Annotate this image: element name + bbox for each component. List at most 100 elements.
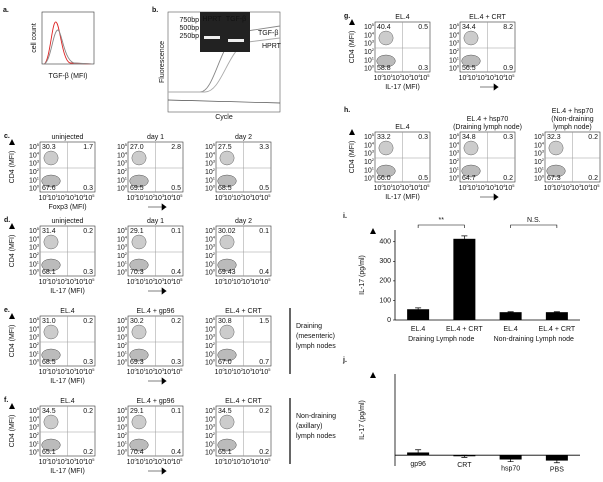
tick-base: 10 — [205, 253, 213, 260]
tick-base: 10 — [205, 270, 213, 277]
plot-title: day 1 — [147, 134, 164, 141]
tick-base: 10 — [364, 24, 372, 31]
tick-base: 10 — [29, 326, 37, 333]
tick-exponent: 2 — [65, 193, 68, 198]
tick-label: 104 — [117, 234, 128, 243]
tick-base: 10 — [127, 279, 135, 286]
quadrant-percent: 8.2 — [503, 24, 513, 31]
tick-label: 100 — [205, 448, 216, 457]
tick-label: 105 — [29, 406, 40, 415]
tick-base: 10 — [29, 450, 37, 457]
significance-bracket — [510, 224, 558, 228]
tick-base: 10 — [364, 167, 372, 174]
x-tick-label: EL.4 — [411, 326, 426, 333]
tick-label: 105 — [364, 22, 375, 31]
tick-base: 10 — [29, 343, 37, 350]
tick-label: 102 — [392, 183, 403, 192]
tick-label: 104 — [534, 140, 545, 149]
quadrant-percent: 0.3 — [171, 359, 181, 366]
quadrant-percent: 0.4 — [171, 269, 181, 276]
axis-arrow — [9, 223, 15, 229]
tick-label: 102 — [29, 341, 40, 350]
cell-population — [463, 140, 479, 156]
tick-base: 10 — [374, 185, 382, 192]
tick-exponent: 2 — [213, 341, 216, 346]
tick-exponent: 1 — [561, 183, 564, 188]
tick-base: 10 — [172, 369, 180, 376]
tick-base: 10 — [251, 279, 259, 286]
tick-exponent: 3 — [74, 277, 77, 282]
bar — [407, 309, 430, 320]
tick-exponent: 0 — [466, 183, 469, 188]
plot-title: EL.4 — [395, 14, 410, 21]
tick-label: 103 — [205, 423, 216, 432]
tick-base: 10 — [205, 326, 213, 333]
tick-label: 101 — [48, 193, 59, 202]
tick-exponent: 1 — [372, 165, 375, 170]
tick-exponent: 3 — [250, 457, 253, 462]
tick-base: 10 — [117, 253, 125, 260]
tick-label: 104 — [410, 73, 421, 82]
tick-exponent: 3 — [37, 423, 40, 428]
tick-label: 104 — [117, 150, 128, 159]
tick-exponent: 2 — [241, 457, 244, 462]
tick-base: 10 — [66, 459, 74, 466]
tick-label: 102 — [233, 367, 244, 376]
axis-label: IL-17 (MFI) — [385, 84, 420, 91]
tick-exponent: 4 — [171, 457, 174, 462]
quadrant-percent: 0.2 — [83, 318, 93, 325]
tick-exponent: 2 — [125, 251, 128, 256]
tick-base: 10 — [117, 416, 125, 423]
quadrant-percent: 2.8 — [171, 144, 181, 151]
tick-label: 101 — [117, 439, 128, 448]
tick-exponent: 5 — [125, 226, 128, 231]
tick-base: 10 — [57, 195, 65, 202]
quadrant-percent: 70.4 — [130, 449, 144, 456]
cell-population — [41, 438, 61, 452]
quadrant-percent: 58.8 — [377, 65, 391, 72]
tick-exponent: 3 — [162, 193, 165, 198]
tick-base: 10 — [66, 369, 74, 376]
cell-population — [131, 150, 147, 166]
tick-label: 101 — [449, 55, 460, 64]
gel-size-label: 250bp — [180, 33, 200, 40]
tick-label: 105 — [117, 406, 128, 415]
tick-exponent: 0 — [134, 193, 137, 198]
tick-exponent: 5 — [180, 193, 183, 198]
tick-exponent: 4 — [83, 193, 86, 198]
tick-base: 10 — [117, 441, 125, 448]
tick-label: 103 — [486, 73, 497, 82]
tick-exponent: 4 — [83, 277, 86, 282]
quadrant-percent: 0.5 — [418, 24, 428, 31]
plot-title: EL.4 + CRT — [469, 14, 506, 21]
tick-exponent: 1 — [144, 457, 147, 462]
tick-base: 10 — [364, 41, 372, 48]
tick-exponent: 2 — [241, 277, 244, 282]
tick-base: 10 — [486, 185, 494, 192]
plot-title: EL.4 — [60, 308, 75, 315]
tick-base: 10 — [66, 279, 74, 286]
tick-label: 100 — [374, 73, 385, 82]
tick-exponent: 0 — [125, 358, 128, 363]
quadrant-percent: 65.1 — [218, 449, 232, 456]
tick-exponent: 0 — [381, 73, 384, 78]
baseline-curve — [167, 99, 281, 104]
tick-base: 10 — [48, 369, 56, 376]
tick-exponent: 2 — [65, 457, 68, 462]
axis-label: CD4 (MFI) — [9, 235, 16, 268]
tick-base: 10 — [154, 279, 162, 286]
axis-label: TGF-β (MFI) — [48, 73, 87, 80]
tick-base: 10 — [117, 144, 125, 151]
tick-label: 100 — [39, 367, 50, 376]
tick-label: 105 — [419, 73, 430, 82]
tick-label: 102 — [117, 167, 128, 176]
tick-exponent: 4 — [37, 414, 40, 419]
error-bar — [553, 458, 560, 464]
tick-exponent: 2 — [65, 277, 68, 282]
tick-label: 101 — [449, 165, 460, 174]
tick-base: 10 — [205, 177, 213, 184]
tick-base: 10 — [580, 185, 588, 192]
tick-base: 10 — [117, 186, 125, 193]
quadrant-percent: 65.1 — [42, 449, 56, 456]
tick-label: 101 — [383, 183, 394, 192]
